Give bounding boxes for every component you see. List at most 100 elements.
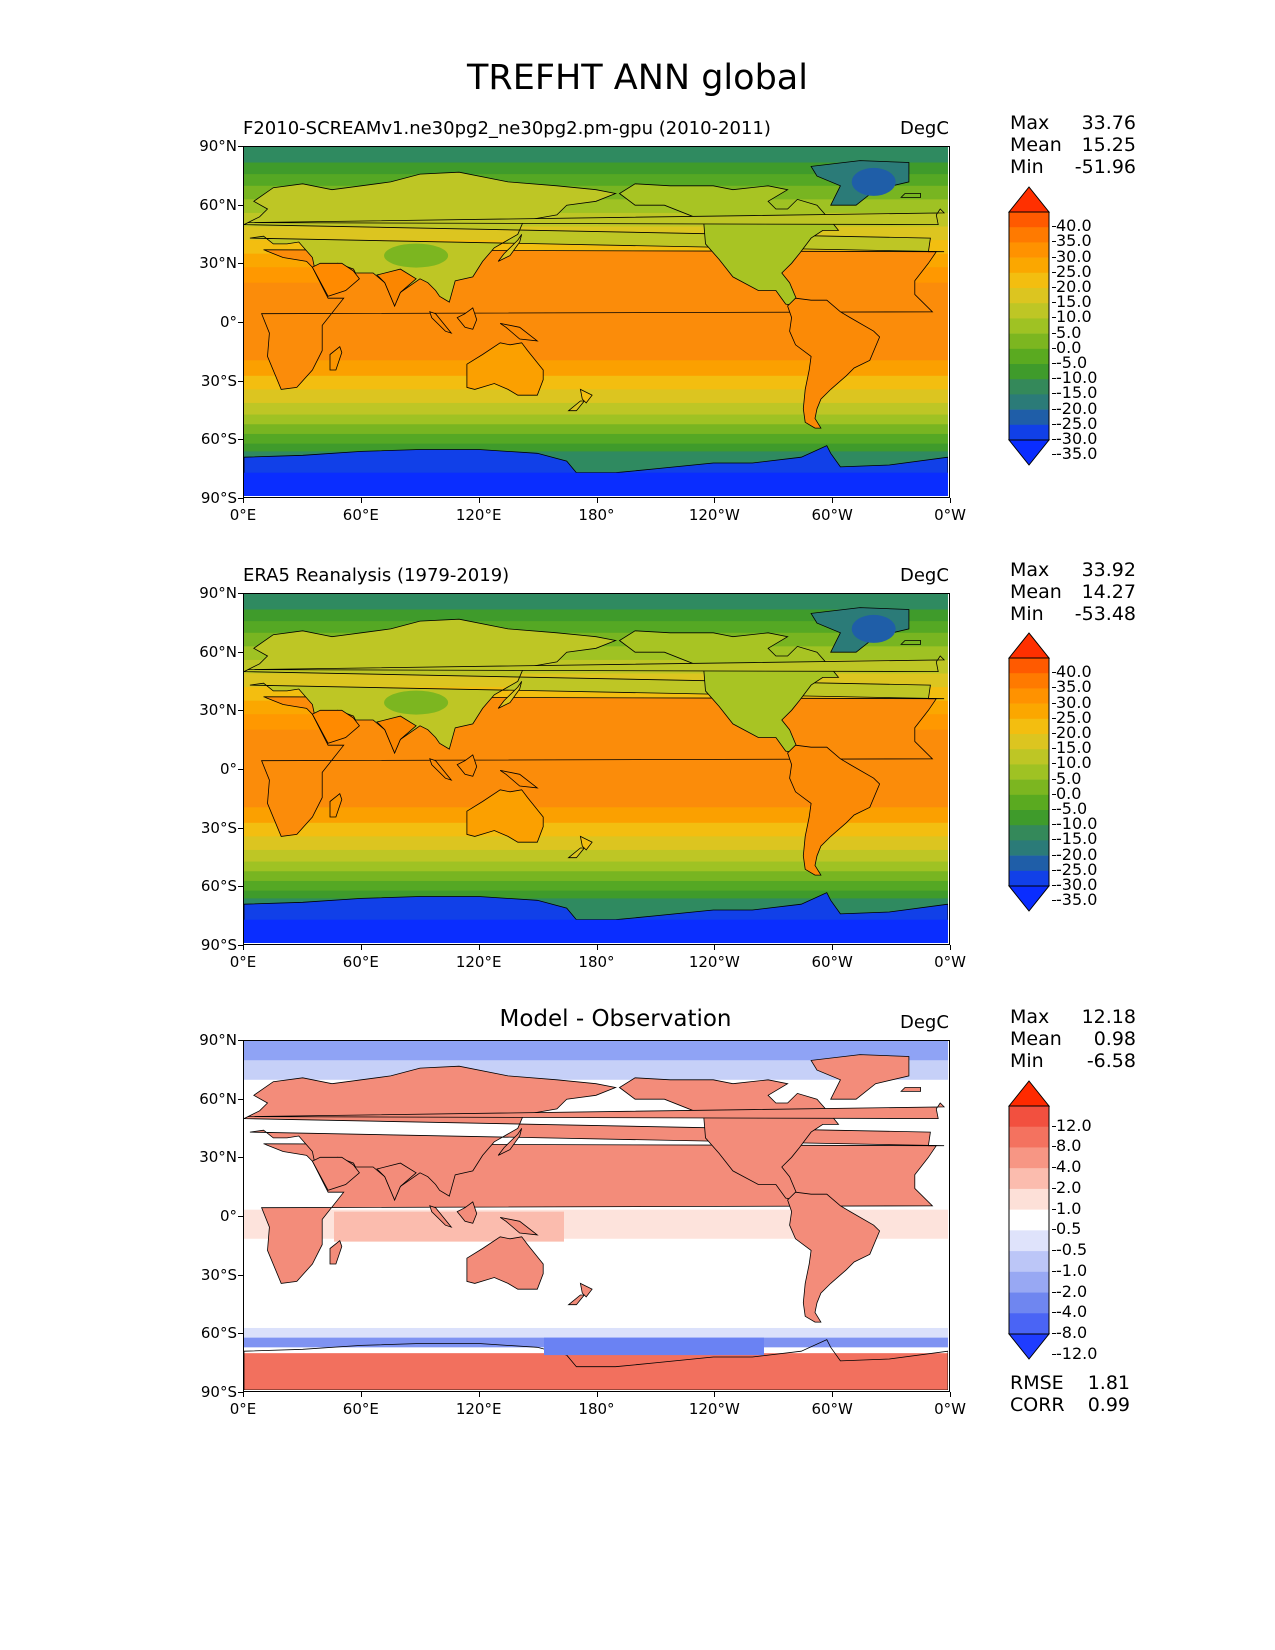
colorbar-tick-label: -20.0 bbox=[1056, 844, 1098, 864]
tibet-plateau bbox=[384, 690, 449, 715]
temperature-band-13 bbox=[244, 836, 948, 851]
lon-tick-label: 0°E bbox=[229, 506, 257, 524]
lon-tick bbox=[478, 498, 480, 503]
land-japan bbox=[497, 234, 523, 262]
temperature-band-15 bbox=[244, 414, 948, 425]
colorbar-segment bbox=[1009, 1230, 1049, 1252]
lon-tick bbox=[360, 498, 362, 503]
temperature-band-16 bbox=[244, 871, 948, 882]
land-newguinea bbox=[499, 770, 539, 789]
stat-row-mean: Mean 0.98 bbox=[1010, 1028, 1136, 1050]
land-nam bbox=[618, 183, 840, 307]
lon-tick bbox=[950, 498, 951, 503]
colorbar-tick bbox=[1052, 900, 1056, 902]
antarctica-warm bbox=[244, 1353, 948, 1390]
lon-tick bbox=[950, 1392, 951, 1397]
lat-tick bbox=[238, 1392, 243, 1393]
land-sam bbox=[787, 297, 881, 429]
land-india bbox=[376, 1162, 417, 1202]
stat-label: Max bbox=[1010, 559, 1050, 581]
colorbar-segment bbox=[1009, 1292, 1049, 1314]
colorbar-tick bbox=[1052, 423, 1056, 425]
colorbar-segment bbox=[1009, 242, 1049, 258]
colorbar bbox=[1008, 1080, 1050, 1360]
colorbar-tick bbox=[1052, 793, 1056, 795]
map-field bbox=[244, 594, 948, 943]
land-uk bbox=[247, 208, 946, 226]
lat-tick-label: 0° bbox=[219, 313, 237, 331]
stat-value: 33.76 bbox=[1081, 112, 1136, 134]
land-sumatra bbox=[429, 1205, 453, 1228]
stat-value: 12.18 bbox=[1081, 1006, 1136, 1028]
lat-tick bbox=[238, 498, 243, 499]
temperature-band-14 bbox=[244, 849, 948, 863]
lon-tick bbox=[243, 498, 244, 503]
lat-tick bbox=[238, 945, 243, 946]
stat-row-min: Min -51.96 bbox=[1010, 156, 1136, 178]
land-sam bbox=[787, 1191, 881, 1323]
colorbar-tick bbox=[1052, 1250, 1056, 1252]
greenland-icecap bbox=[851, 614, 896, 643]
colorbar-bottom-extend bbox=[1008, 885, 1050, 912]
colorbar-segment bbox=[1009, 810, 1049, 826]
lon-tick bbox=[832, 498, 834, 503]
stats-box: Max 33.76 Mean 15.25 Min -51.96 bbox=[1010, 112, 1136, 178]
units-label: DegC bbox=[900, 1012, 949, 1033]
colorbar-tick bbox=[1052, 1187, 1056, 1189]
colorbar bbox=[1008, 632, 1050, 912]
lat-tick bbox=[238, 1333, 243, 1335]
colorbar-tick bbox=[1052, 378, 1056, 380]
lat-tick-label: 30°S bbox=[200, 818, 237, 837]
lon-tick bbox=[714, 498, 716, 503]
lon-tick-label: 120°W bbox=[688, 953, 740, 971]
colorbar-segment bbox=[1009, 424, 1049, 441]
temperature-band-18 bbox=[244, 443, 948, 452]
land-nz2 bbox=[579, 835, 593, 851]
colorbar-tick bbox=[1052, 439, 1056, 440]
colorbar-tick-label: -0.5 bbox=[1056, 1240, 1088, 1260]
colorbar-graphic bbox=[1008, 186, 1050, 466]
colorbar-segment bbox=[1009, 840, 1049, 856]
colorbar-frame bbox=[1008, 657, 1050, 887]
panel-title: F2010-SCREAMv1.ne30pg2_ne30pg2.pm-gpu (2… bbox=[243, 118, 771, 139]
land-newguinea bbox=[499, 323, 539, 342]
land-sumatra bbox=[429, 758, 453, 781]
lon-tick-label: 60°E bbox=[342, 1400, 379, 1418]
colorbar-tick-label: 0.0 bbox=[1056, 337, 1082, 357]
stat-label: Mean bbox=[1010, 581, 1062, 603]
ross-sea-cool-patch bbox=[544, 1337, 764, 1356]
lon-tick bbox=[596, 498, 598, 503]
colorbar-tick bbox=[1052, 748, 1056, 750]
lat-tick bbox=[238, 827, 243, 829]
colorbar-tick bbox=[1052, 271, 1056, 273]
colorbar-tick bbox=[1052, 717, 1056, 719]
lon-tick bbox=[360, 945, 362, 950]
colorbar-tick-label: -4.0 bbox=[1056, 1302, 1088, 1322]
colorbar-tick bbox=[1052, 1146, 1056, 1148]
units-label: DegC bbox=[900, 118, 949, 139]
colorbar-segment bbox=[1009, 364, 1049, 380]
lon-tick-label: 60°E bbox=[342, 506, 379, 524]
colorbar-tick-label: 0.5 bbox=[1056, 1219, 1082, 1239]
lat-tick-label: 30°N bbox=[199, 1148, 237, 1167]
land-borneo bbox=[456, 307, 478, 330]
lat-tick bbox=[238, 1098, 243, 1100]
colorbar-tick-label: 40.0 bbox=[1056, 216, 1092, 236]
lat-tick-label: 30°S bbox=[200, 371, 237, 390]
colorbar-tick-label: -20.0 bbox=[1056, 398, 1098, 418]
lon-tick-label: 120°E bbox=[455, 506, 502, 524]
colorbar-tick-label: 25.0 bbox=[1056, 707, 1092, 727]
colorbar bbox=[1008, 186, 1050, 466]
lat-tick bbox=[238, 1040, 243, 1041]
colorbar-tick bbox=[1052, 363, 1056, 364]
land-iceland bbox=[900, 640, 921, 645]
land-iceland bbox=[900, 193, 921, 198]
colorbar-tick-label: -12.0 bbox=[1056, 1343, 1098, 1363]
land-eurasia bbox=[244, 171, 945, 308]
antarctic-interior bbox=[244, 472, 948, 496]
colorbar-top-extend bbox=[1008, 632, 1050, 659]
colorbar-tick-label: 30.0 bbox=[1056, 246, 1092, 266]
colorbar-tick bbox=[1052, 869, 1056, 871]
colorbar-tick bbox=[1052, 672, 1056, 674]
units-label: DegC bbox=[900, 565, 949, 586]
